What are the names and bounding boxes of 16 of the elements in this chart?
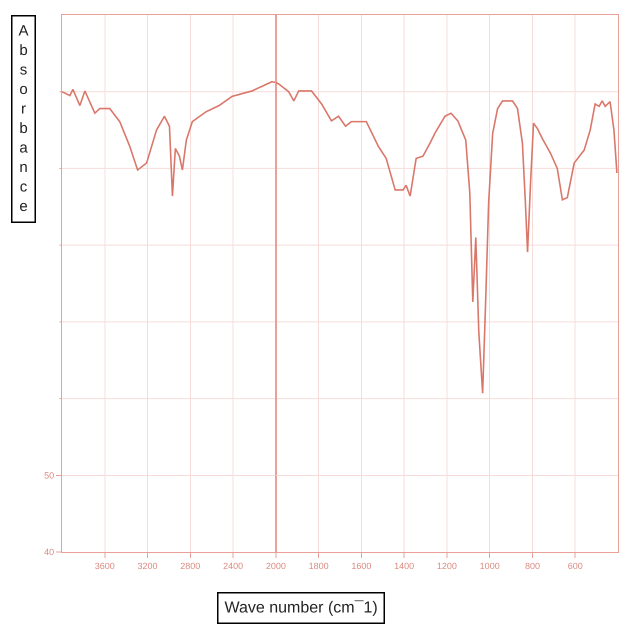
x-tick-label: 1800 — [308, 560, 329, 571]
x-axis-title: Wave number (cm¯1) — [224, 600, 378, 616]
text: Absorbance — [18, 22, 29, 215]
x-tick-label: 1000 — [480, 560, 500, 571]
x-tick-label: 2400 — [223, 560, 244, 571]
x-tick-label: 1200 — [436, 560, 457, 571]
x-tick-label: 3200 — [138, 560, 158, 571]
x-tick-label: 2800 — [180, 560, 200, 571]
x-tick-label: 3600 — [94, 560, 115, 571]
x-tick-label: 2000 — [266, 560, 286, 571]
x-tick-label: 800 — [524, 560, 540, 571]
x-tick-label: 1400 — [394, 560, 414, 571]
y-tick-label: 50 — [44, 470, 54, 480]
x-tick-label: 600 — [568, 560, 583, 571]
x-tick-label: 1600 — [351, 560, 372, 571]
y-tick-label: 40 — [44, 547, 54, 558]
